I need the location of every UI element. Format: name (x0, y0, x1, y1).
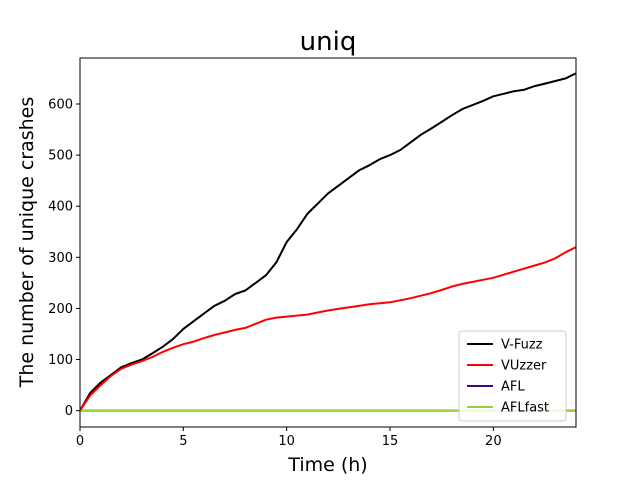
y-tick-label: 200 (48, 302, 73, 317)
x-tick-label: 0 (76, 434, 84, 449)
y-tick-label: 600 (48, 97, 73, 112)
series-line-vuzzer (80, 246, 576, 412)
series-line-v-fuzz (80, 72, 576, 412)
plot-frame (79, 57, 577, 428)
legend-label: VUzzer (501, 359, 547, 374)
x-tick-label: 15 (382, 434, 399, 449)
x-axis-title: Time (h) (287, 454, 367, 476)
x-tick-label: 20 (485, 434, 502, 449)
chart-title: uniq (300, 27, 357, 57)
series-layer (80, 72, 576, 412)
x-tick-label: 5 (179, 434, 187, 449)
legend-label: AFL (501, 380, 525, 395)
y-tick-label: 0 (65, 404, 73, 419)
x-tick-label: 10 (278, 434, 295, 449)
y-tick-label: 500 (48, 149, 73, 164)
legend-label: AFLfast (501, 401, 549, 416)
y-tick-label: 100 (48, 353, 73, 368)
legend: V-Fuzz VUzzer AFL AFLfast (458, 330, 567, 422)
y-axis-title: The number of unique crashes (16, 97, 38, 389)
legend-label: V-Fuzz (501, 338, 543, 353)
y-tick-label: 300 (48, 251, 73, 266)
y-tick-label: 400 (48, 200, 73, 215)
legend-box (458, 330, 567, 422)
